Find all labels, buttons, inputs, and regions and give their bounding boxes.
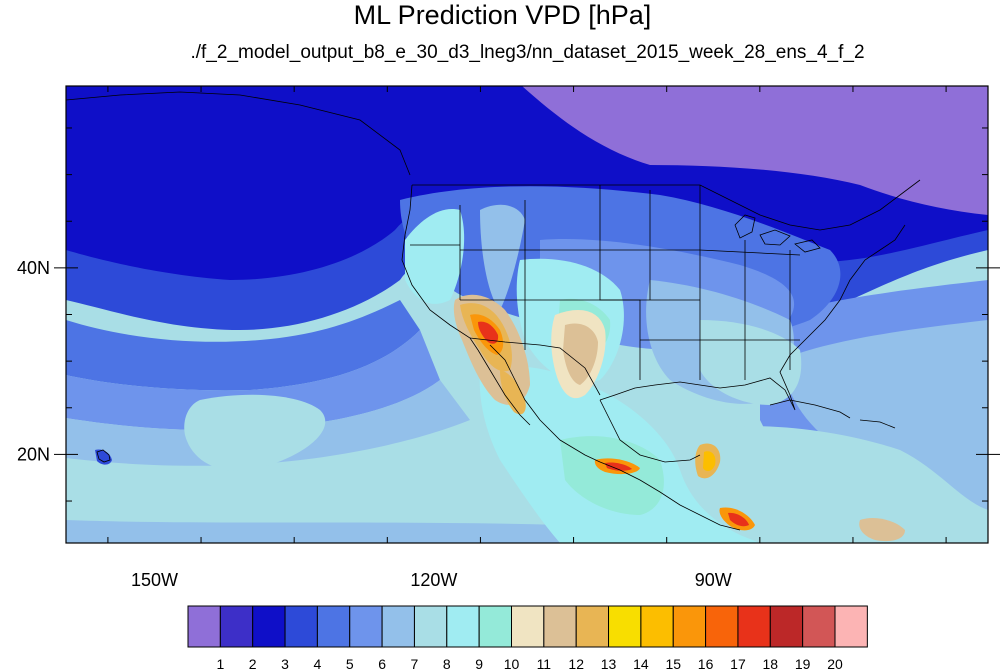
colorbar-tick-label: 5 <box>346 656 354 672</box>
colorbar-tick-label: 2 <box>249 656 257 672</box>
colorbar-tick-label: 12 <box>568 656 584 672</box>
colorbar-swatch <box>284 605 318 648</box>
colorbar-swatch <box>640 605 674 648</box>
hawaii-coastline <box>96 449 111 463</box>
colorbar-swatch <box>575 605 610 648</box>
vpd-contour-field <box>66 86 988 543</box>
lat-label: 40N <box>17 258 50 278</box>
colorbar-tick-label: 19 <box>795 656 811 672</box>
colorbar-tick-label: 17 <box>730 656 746 672</box>
colorbar-swatch <box>705 605 739 648</box>
colorbar-swatch <box>446 605 480 648</box>
colorbar-swatch <box>349 605 383 648</box>
lon-label: 150W <box>131 570 178 590</box>
colorbar-swatch <box>834 605 868 648</box>
colorbar-tick-label: 11 <box>537 656 552 672</box>
colorbar-swatch <box>802 605 836 648</box>
colorbar-tick-label: 8 <box>443 656 451 672</box>
colorbar-tick-label: 3 <box>281 656 289 672</box>
colorbar-swatch <box>478 605 512 648</box>
lat-label: 20N <box>17 444 50 464</box>
colorbar-tick-label: 18 <box>763 656 779 672</box>
map-axis-ticks <box>54 86 1000 543</box>
colorbar-tick-label: 13 <box>601 656 617 672</box>
colorbar-swatch <box>316 605 351 648</box>
map-axis-labels: 40N 20N 150W 120W 90W <box>17 258 732 590</box>
map-plot-area <box>66 86 988 543</box>
lon-label: 90W <box>695 570 732 590</box>
colorbar-swatch <box>608 605 642 648</box>
colorbar-tick-label: 9 <box>475 656 483 672</box>
colorbar-tick-label: 1 <box>216 656 224 672</box>
colorbar-swatch <box>543 605 577 648</box>
colorbar-tick-label: 20 <box>827 656 843 672</box>
colorbar-tick-label: 4 <box>314 656 322 672</box>
map-subtitle: ./f_2_model_output_b8_e_30_d3_lneg3/nn_d… <box>190 42 865 63</box>
colorbar-tick-label: 16 <box>698 656 714 672</box>
colorbar-tick-label: 7 <box>411 656 419 672</box>
colorbar-swatch <box>672 605 707 648</box>
colorbar-tick-label: 10 <box>504 656 520 672</box>
colorbar-labels: 1 2 3 4 5 6 7 8 9 10 11 12 13 14 15 16 17 18 19 20 <box>216 656 843 672</box>
lon-label: 120W <box>410 570 457 590</box>
colorbar <box>187 605 868 648</box>
colorbar-tick-label: 14 <box>633 656 649 672</box>
colorbar-swatch <box>769 605 804 648</box>
colorbar-swatch <box>381 605 415 648</box>
colorbar-swatch <box>187 605 221 648</box>
colorbar-tick-label: 6 <box>378 656 386 672</box>
colorbar-swatch <box>511 605 545 648</box>
coastlines-and-borders <box>66 91 921 531</box>
colorbar-tick-label: 15 <box>665 656 681 672</box>
colorbar-swatch <box>252 605 286 648</box>
colorbar-swatch <box>219 605 254 648</box>
colorbar-swatch <box>413 605 448 648</box>
colorbar-swatch <box>737 605 771 648</box>
map-title: ML Prediction VPD [hPa] <box>353 0 652 30</box>
